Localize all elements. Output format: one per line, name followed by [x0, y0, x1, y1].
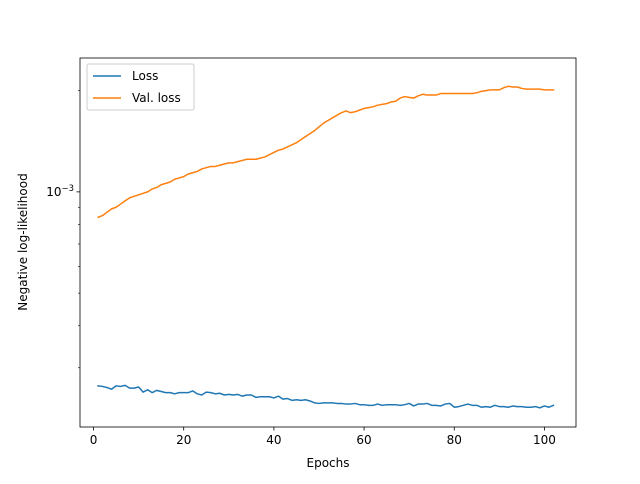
y-axis-ticks: 10−3 [46, 90, 80, 369]
plot-lines [97, 85, 555, 409]
x-tick-label: 0 [90, 433, 98, 447]
legend-label: Loss [132, 69, 158, 83]
x-axis-ticks: 0 20 40 60 80 100 [90, 427, 556, 447]
x-axis-label: Epochs [307, 456, 350, 470]
axes-border [79, 57, 577, 428]
x-tick-label: 100 [533, 433, 556, 447]
x-tick-label: 40 [266, 433, 281, 447]
legend-label: Val. loss [132, 91, 181, 105]
y-axis-label: Negative log-likelihood [16, 173, 30, 310]
x-tick-label: 20 [176, 433, 191, 447]
x-tick-label: 60 [356, 433, 371, 447]
x-tick-label: 80 [447, 433, 462, 447]
series-line-val-loss [97, 85, 555, 219]
series-line-loss [97, 384, 555, 409]
legend: Loss Val. loss [86, 63, 195, 111]
axes-frame [79, 57, 577, 428]
y-tick-label: 10−3 [46, 184, 74, 199]
